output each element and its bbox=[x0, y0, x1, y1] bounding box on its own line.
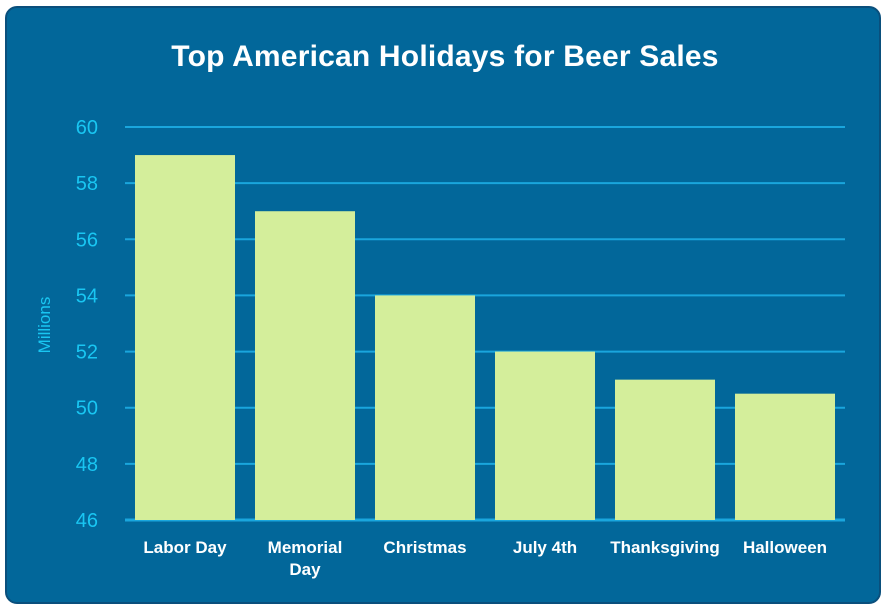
bar bbox=[135, 155, 235, 521]
x-tick-label: July 4th bbox=[513, 538, 577, 557]
y-tick-label: 60 bbox=[76, 117, 98, 139]
x-tick-label: Labor Day bbox=[143, 538, 227, 557]
bar bbox=[495, 351, 595, 520]
chart-title: Top American Holidays for Beer Sales bbox=[171, 40, 719, 73]
y-tick-label: 56 bbox=[76, 229, 98, 251]
y-tick-label: 58 bbox=[76, 173, 98, 195]
gridlines bbox=[125, 126, 845, 522]
bar bbox=[375, 295, 475, 520]
y-tick-label: 48 bbox=[76, 454, 98, 476]
x-tick-label: Memorial Day bbox=[268, 538, 343, 579]
y-tick-label: 54 bbox=[76, 285, 98, 307]
y-tick-label: 50 bbox=[76, 398, 98, 420]
x-tick-label: Christmas bbox=[383, 538, 466, 557]
bar bbox=[615, 379, 715, 520]
x-tick-label: Halloween bbox=[743, 538, 827, 557]
y-axis-ticks: 46 48 50 52 54 56 58 60 bbox=[76, 117, 98, 532]
y-tick-label: 52 bbox=[76, 342, 98, 364]
bar bbox=[255, 211, 355, 520]
bar bbox=[735, 393, 835, 520]
x-tick-label: Thanksgiving bbox=[610, 538, 720, 557]
y-tick-label: 46 bbox=[76, 510, 98, 532]
x-axis-ticks: Labor Day Memorial Day Christmas July 4th Tha… bbox=[143, 538, 827, 579]
bars bbox=[135, 155, 835, 521]
y-axis-label: Millions bbox=[35, 297, 54, 354]
